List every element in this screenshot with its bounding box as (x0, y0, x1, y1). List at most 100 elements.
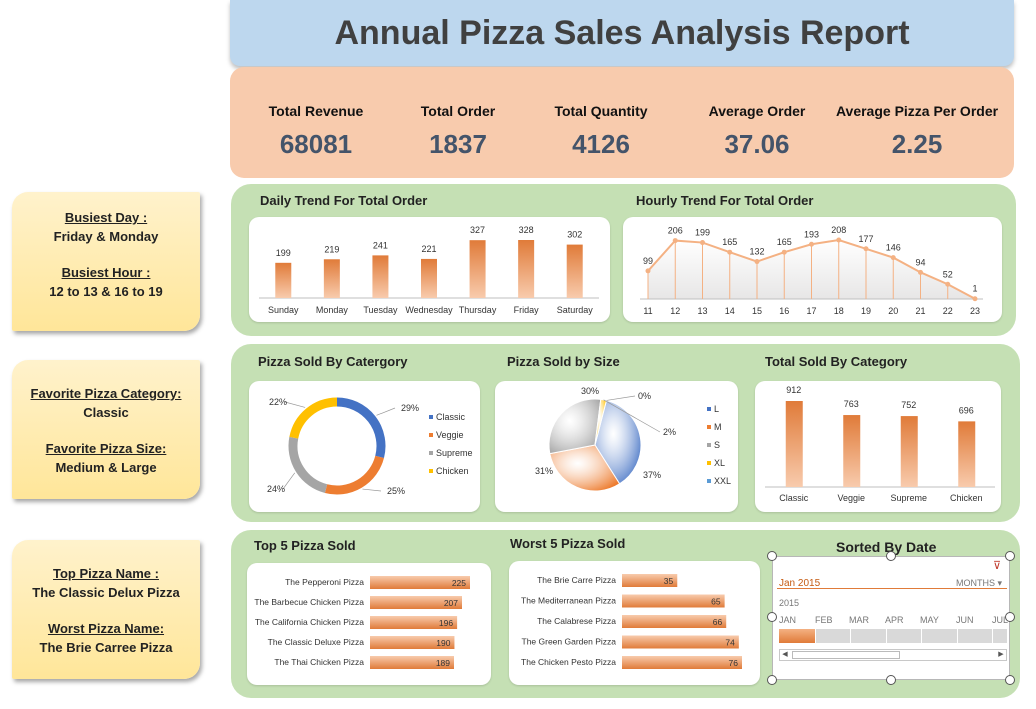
category-label: The California Chicken Pizza (255, 617, 364, 627)
category-label: The Calabrese Pizza (537, 616, 616, 626)
point (945, 281, 951, 287)
slicer-heading: Sorted By Date (836, 539, 937, 555)
busiest-day-value: Friday & Monday (53, 229, 159, 244)
data-label: 327 (470, 225, 485, 235)
period-level-dropdown[interactable]: MONTHS ▾ (956, 578, 1002, 589)
legend-swatch (707, 461, 711, 465)
data-label: 94 (915, 257, 925, 267)
resize-handle[interactable] (1005, 551, 1015, 561)
month-may[interactable]: MAY (920, 615, 939, 625)
data-label: 37% (643, 470, 661, 480)
category-label: The Green Garden Pizza (522, 637, 617, 647)
bar (843, 415, 861, 487)
kpi-value: 37.06 (724, 129, 790, 159)
month-jan[interactable]: JAN (779, 615, 797, 625)
bar (275, 262, 292, 298)
category-label: The Chicken Pesto Pizza (521, 657, 616, 667)
data-label: 193 (804, 229, 819, 239)
resize-handle[interactable] (767, 612, 777, 622)
point (700, 240, 705, 246)
resize-handle[interactable] (886, 675, 896, 685)
legend-swatch (429, 433, 433, 437)
bar (785, 401, 803, 487)
hourly-trend-chart: 99 11 206 12 199 13 165 14 132 15 165 16 193 17 208 18 1… (640, 225, 983, 316)
bar (518, 240, 535, 298)
total-category-chart: 912 Classic 763 Veggie 752 Supreme 696 Chicken (765, 385, 995, 503)
month-mar[interactable]: MAR (849, 615, 869, 625)
worst5-chart: The Brie Carre Pizza 35 The Mediterranean … (521, 574, 742, 669)
category-label: The Classic Deluxe Pizza (268, 637, 365, 647)
point (836, 237, 842, 243)
data-label: 208 (831, 225, 846, 235)
tick-label: Tuesday (363, 305, 398, 315)
data-label: 31% (535, 466, 553, 476)
month-jun[interactable]: JUN (956, 615, 974, 625)
legend-label: XXL (714, 476, 731, 486)
timeline-scrollbar[interactable]: ◀ ▶ (779, 649, 1007, 661)
point (754, 259, 760, 265)
daily-trend-title: Daily Trend For Total Order (260, 193, 428, 208)
legend-label: Chicken (436, 466, 469, 476)
tick-label: 19 (861, 306, 871, 316)
data-label: 65 (711, 597, 721, 607)
data-label: 225 (452, 578, 466, 588)
scroll-left-icon[interactable]: ◀ (782, 651, 788, 658)
point (727, 249, 733, 255)
kpi-label: Total Order (420, 103, 496, 119)
resize-handle[interactable] (767, 551, 777, 561)
tick-label: 17 (806, 306, 816, 316)
month-apr[interactable]: APR (885, 615, 904, 625)
favorite-size-heading: Favorite Pizza Size: (45, 441, 167, 456)
category-donut-card: 29% 25% 24% 22% Classic Veggie Supreme Chicken (249, 381, 480, 512)
daily-trend-chart-card: 199 Sunday 219 Monday 241 Tuesday 221 Wednesday… (249, 217, 610, 322)
data-label: 146 (886, 243, 901, 253)
legend-swatch (429, 451, 433, 455)
date-timeline-slicer[interactable]: Jan 2015 MONTHS ▾ 2015 JAN FEB MAR APR M… (772, 556, 1010, 680)
kpi-label: Average Pizza Per Order (835, 103, 999, 119)
legend-label: M (714, 422, 722, 432)
category-donut-chart: 29% 25% 24% 22% Classic Veggie Supreme Chicken (267, 397, 473, 496)
timeline-track[interactable] (779, 629, 1007, 643)
period-level-label: MONTHS (956, 578, 995, 588)
kpi-total-revenue: Total Revenue 68081 (236, 103, 396, 160)
bar (958, 421, 976, 487)
resize-handle[interactable] (886, 551, 896, 561)
clear-filter-icon[interactable]: ⊽ (993, 560, 1002, 572)
worst-pizza-value: The Brie Carree Pizza (39, 640, 173, 655)
kpi-label: Total Revenue (268, 103, 364, 119)
kpi-average-pizza-per-order: Average Pizza Per Order 2.25 (832, 103, 1002, 160)
month-jul[interactable]: JUL (992, 615, 1009, 625)
scroll-right-icon[interactable]: ▶ (998, 651, 1004, 658)
timeline-selected-segment[interactable] (779, 629, 815, 643)
resize-handle[interactable] (767, 675, 777, 685)
tick-label: Classic (779, 493, 809, 503)
worst5-title: Worst 5 Pizza Sold (510, 536, 626, 551)
tick-label: 12 (670, 306, 680, 316)
resize-handle[interactable] (1005, 675, 1015, 685)
tick-label: 21 (915, 306, 925, 316)
legend-swatch (429, 469, 433, 473)
data-label: 74 (725, 638, 735, 648)
data-label: 328 (519, 225, 534, 235)
kpi-average-order: Average Order 37.06 (677, 103, 837, 160)
scroll-thumb[interactable] (792, 651, 900, 659)
tick-label: Monday (316, 305, 349, 315)
tick-label: 15 (752, 306, 762, 316)
kpi-value: 2.25 (891, 129, 943, 159)
favorite-category-heading: Favorite Pizza Category: (30, 386, 182, 401)
legend-swatch (707, 407, 711, 411)
top5-title: Top 5 Pizza Sold (254, 538, 356, 553)
data-label: 752 (901, 400, 916, 410)
legend-label: XL (714, 458, 725, 468)
month-feb[interactable]: FEB (815, 615, 833, 625)
chevron-down-icon: ▾ (997, 578, 1003, 588)
donut-slice (288, 436, 328, 493)
data-label: 189 (436, 658, 450, 668)
point (809, 241, 814, 247)
leader-line (282, 472, 296, 490)
leader-line (603, 399, 661, 433)
resize-handle[interactable] (1005, 612, 1015, 622)
tick-label: Chicken (950, 493, 983, 503)
data-label: 241 (373, 240, 388, 250)
leader-line (284, 401, 306, 408)
